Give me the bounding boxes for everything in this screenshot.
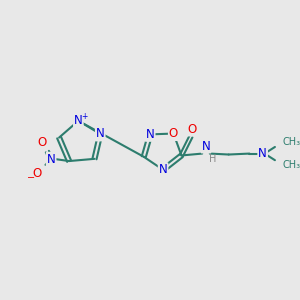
Text: O: O [169, 127, 178, 140]
Text: N: N [96, 128, 105, 140]
Text: O: O [187, 122, 196, 136]
Text: H: H [209, 154, 216, 164]
Text: N: N [202, 140, 210, 152]
Text: +: + [81, 112, 87, 121]
Text: N: N [47, 153, 56, 166]
Text: N: N [159, 163, 167, 176]
Text: N: N [146, 128, 154, 141]
Text: O: O [37, 136, 46, 149]
Text: N: N [74, 114, 83, 127]
Text: CH₃: CH₃ [283, 137, 300, 147]
Text: O: O [32, 167, 42, 180]
Text: −: − [27, 173, 35, 183]
Text: N: N [258, 147, 267, 160]
Text: CH₃: CH₃ [283, 160, 300, 170]
